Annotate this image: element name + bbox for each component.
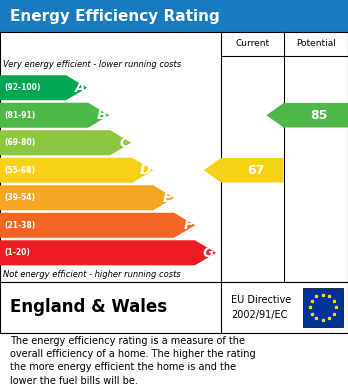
Text: (55-68): (55-68) [4,166,35,175]
Text: E: E [163,191,173,205]
Text: The energy efficiency rating is a measure of the
overall efficiency of a home. T: The energy efficiency rating is a measur… [10,336,256,386]
Text: EU Directive: EU Directive [231,294,292,305]
Text: B: B [97,108,108,122]
Text: (92-100): (92-100) [4,83,41,92]
Text: Energy Efficiency Rating: Energy Efficiency Rating [10,9,220,23]
Polygon shape [0,213,195,238]
Polygon shape [204,158,284,183]
Text: F: F [184,218,193,232]
Text: Not energy efficient - higher running costs: Not energy efficient - higher running co… [3,269,181,278]
Text: 2002/91/EC: 2002/91/EC [231,310,288,320]
Text: Very energy efficient - lower running costs: Very energy efficient - lower running co… [3,60,182,69]
Text: (21-38): (21-38) [4,221,35,230]
Text: 67: 67 [247,164,264,177]
Bar [303,288,343,327]
Polygon shape [0,240,216,265]
Polygon shape [0,75,87,100]
Polygon shape [0,158,153,183]
Text: 85: 85 [311,109,328,122]
Polygon shape [266,103,348,127]
Polygon shape [0,130,131,155]
Text: (81-91): (81-91) [4,111,35,120]
Text: Current: Current [235,39,269,48]
Text: A: A [75,81,86,95]
Text: G: G [203,246,214,260]
Text: (39-54): (39-54) [4,193,35,202]
Text: C: C [119,136,129,150]
Polygon shape [0,103,109,128]
Text: (1-20): (1-20) [4,248,30,257]
Text: Potential: Potential [296,39,336,48]
Polygon shape [0,185,174,210]
Text: England & Wales: England & Wales [10,298,168,316]
Text: (69-80): (69-80) [4,138,35,147]
Text: D: D [140,163,151,177]
